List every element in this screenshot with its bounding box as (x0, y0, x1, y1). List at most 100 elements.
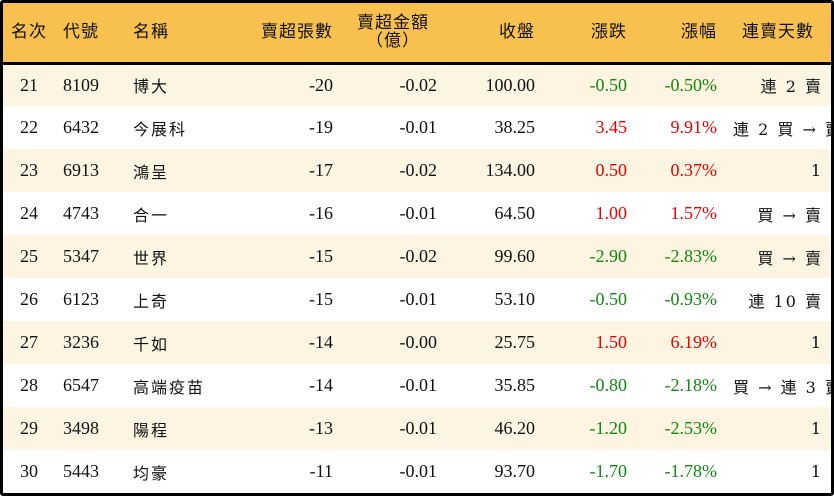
cell-close: 38.25 (494, 117, 536, 137)
cell-rank: 21 (20, 74, 38, 95)
cell-name: 千如 (133, 334, 170, 354)
table-row: 24 4743 合一 -16 -0.01 64.50 1.00 1.57% 買 → 賣 (3, 192, 831, 235)
cell-change-pct: -1.78% (664, 461, 718, 481)
cell-name: 世界 (133, 248, 170, 268)
cell-streak: 買 → 連 3 賣 (733, 377, 834, 397)
cell-change-pct: -2.53% (664, 418, 718, 438)
cell-change-pct: -0.93% (664, 289, 718, 309)
cell-net-sell-amount: -0.02 (399, 246, 438, 266)
cell-code: 6123 (63, 289, 99, 309)
cell-code: 3236 (63, 332, 99, 352)
cell-code: 6432 (63, 117, 99, 137)
cell-rank: 30 (20, 461, 38, 481)
cell-rank: 26 (20, 289, 38, 309)
table-row: 25 5347 世界 -15 -0.02 99.60 -2.90 -2.83% 買 → 賣 (3, 235, 831, 278)
cell-name: 陽程 (133, 420, 170, 440)
cell-close: 100.00 (485, 74, 536, 95)
table-row: 21 8109 博大 -20 -0.02 100.00 -0.50 -0.50% 連 2 賣 (3, 63, 831, 106)
table-row: 29 3498 陽程 -13 -0.01 46.20 -1.20 -2.53% 1 (3, 407, 831, 450)
header-code: 代號 (55, 3, 125, 65)
cell-net-sell-amount: -0.02 (399, 160, 438, 180)
cell-name: 今展科 (133, 119, 188, 139)
cell-close: 93.70 (494, 461, 536, 481)
cell-change: -1.70 (589, 461, 628, 481)
table-header-row: 名次 代號 名稱 賣超張數 賣超金額 （億） 收盤 漲跌 漲幅 連賣天數 (3, 3, 831, 65)
cell-close: 53.10 (494, 289, 536, 309)
header-close: 收盤 (445, 3, 543, 65)
cell-rank: 23 (20, 160, 38, 180)
cell-close: 99.60 (494, 246, 536, 266)
cell-streak: 連 10 賣 (748, 291, 823, 311)
table-row: 26 6123 上奇 -15 -0.01 53.10 -0.50 -0.93% 連 10 賣 (3, 278, 831, 321)
cell-net-sell-volume: -19 (309, 117, 333, 137)
cell-net-sell-volume: -16 (309, 203, 333, 223)
cell-rank: 29 (20, 418, 38, 438)
cell-name: 均豪 (133, 463, 170, 483)
cell-streak: 連 2 賣 (760, 77, 823, 97)
cell-change: -2.90 (589, 246, 628, 266)
cell-change-pct: -2.18% (664, 375, 718, 395)
cell-streak: 買 → 賣 (757, 205, 823, 225)
header-net-sell-amount-line2: （億） (366, 31, 420, 52)
header-change: 漲跌 (543, 3, 635, 65)
header-net-sell-amount-line1: 賣超金額 (357, 13, 429, 34)
cell-net-sell-amount: -0.00 (399, 332, 438, 352)
cell-change-pct: 1.57% (670, 203, 718, 223)
cell-net-sell-amount: -0.01 (399, 203, 438, 223)
cell-close: 25.75 (494, 332, 536, 352)
cell-name: 博大 (133, 77, 170, 97)
cell-net-sell-amount: -0.01 (399, 461, 438, 481)
table-row: 27 3236 千如 -14 -0.00 25.75 1.50 6.19% 1 (3, 321, 831, 364)
cell-net-sell-amount: -0.01 (399, 117, 438, 137)
cell-close: 64.50 (494, 203, 536, 223)
header-net-sell-amount: 賣超金額 （億） (341, 3, 445, 65)
cell-streak: 1 (810, 419, 823, 438)
cell-net-sell-volume: -15 (309, 289, 333, 309)
cell-change: 1.00 (595, 203, 628, 223)
cell-net-sell-volume: -17 (309, 160, 333, 180)
cell-change: -1.20 (589, 418, 628, 438)
cell-code: 4743 (63, 203, 99, 223)
cell-streak: 1 (810, 462, 823, 481)
header-name: 名稱 (125, 3, 235, 65)
cell-net-sell-volume: -15 (309, 246, 333, 266)
cell-code: 5443 (63, 461, 99, 481)
cell-close: 134.00 (485, 160, 536, 180)
header-change-pct: 漲幅 (635, 3, 725, 65)
cell-code: 6547 (63, 375, 99, 395)
cell-net-sell-volume: -13 (309, 418, 333, 438)
cell-change: -0.50 (589, 289, 628, 309)
cell-net-sell-amount: -0.02 (399, 74, 438, 95)
cell-change-pct: -2.83% (664, 246, 718, 266)
table-body: 21 8109 博大 -20 -0.02 100.00 -0.50 -0.50% 連 2 賣 22… (3, 63, 831, 493)
cell-net-sell-volume: -14 (309, 375, 333, 395)
cell-change-pct: -0.50% (664, 74, 718, 95)
net-sell-ranking-table: 名次 代號 名稱 賣超張數 賣超金額 （億） 收盤 漲跌 漲幅 連賣天數 21 8… (3, 3, 831, 493)
cell-net-sell-amount: -0.01 (399, 418, 438, 438)
cell-close: 46.20 (494, 418, 536, 438)
cell-net-sell-volume: -20 (309, 74, 333, 95)
table-row: 23 6913 鴻呈 -17 -0.02 134.00 0.50 0.37% 1 (3, 149, 831, 192)
cell-name: 鴻呈 (133, 162, 170, 182)
header-rank: 名次 (3, 3, 55, 65)
cell-change-pct: 0.37% (670, 160, 718, 180)
cell-change: 0.50 (595, 160, 628, 180)
table-row: 22 6432 今展科 -19 -0.01 38.25 3.45 9.91% 連 2 買 → 賣 (3, 106, 831, 149)
table-row: 30 5443 均豪 -11 -0.01 93.70 -1.70 -1.78% 1 (3, 450, 831, 493)
cell-close: 35.85 (494, 375, 536, 395)
cell-net-sell-volume: -14 (309, 332, 333, 352)
cell-rank: 25 (20, 246, 38, 266)
cell-change: 3.45 (595, 117, 628, 137)
cell-change: -0.80 (589, 375, 628, 395)
cell-code: 5347 (63, 246, 99, 266)
cell-rank: 28 (20, 375, 38, 395)
header-streak: 連賣天數 (725, 3, 831, 65)
cell-code: 8109 (63, 74, 99, 95)
table-row: 28 6547 高端疫苗 -14 -0.01 35.85 -0.80 -2.18% 買 → 連 … (3, 364, 831, 407)
cell-net-sell-amount: -0.01 (399, 375, 438, 395)
cell-streak: 1 (810, 333, 823, 352)
cell-name: 合一 (133, 205, 170, 225)
cell-net-sell-amount: -0.01 (399, 289, 438, 309)
cell-change-pct: 9.91% (670, 117, 718, 137)
